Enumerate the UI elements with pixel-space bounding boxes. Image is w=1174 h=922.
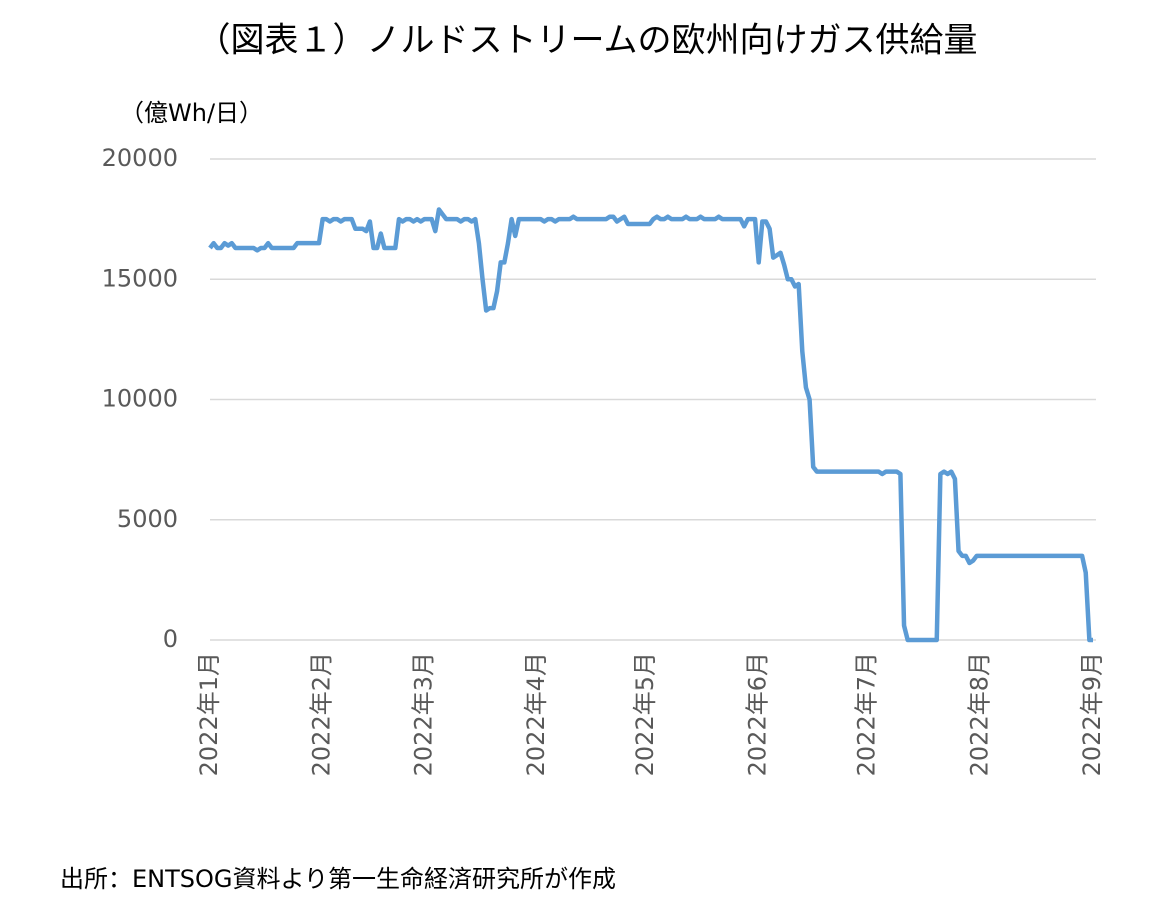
y-tick-label: 20000: [102, 144, 178, 172]
x-tick-label: 2022年4月: [522, 652, 550, 776]
x-tick-label: 2022年8月: [965, 652, 993, 776]
chart-title: （図表１）ノルドストリームの欧州向けガス供給量: [197, 21, 978, 61]
x-tick-label: 2022年6月: [744, 652, 772, 776]
x-tick-label: 2022年2月: [308, 652, 336, 776]
y-tick-label: 0: [163, 625, 178, 653]
x-tick-label: 2022年3月: [409, 652, 437, 776]
x-tick-label: 2022年5月: [631, 652, 659, 776]
y-tick-label: 15000: [102, 264, 178, 292]
x-tick-label: 2022年1月: [195, 652, 223, 776]
data-line: [208, 207, 1093, 643]
x-tick-label: 2022年9月: [1078, 652, 1106, 776]
x-tick-label: 2022年7月: [853, 652, 881, 776]
y-tick-label: 5000: [117, 505, 178, 533]
y-axis-unit: （億Wh/日）: [120, 99, 263, 127]
y-tick-label: 10000: [102, 385, 178, 413]
source-note: 出所：ENTSOG資料より第一生命経済研究所が作成: [60, 865, 616, 893]
